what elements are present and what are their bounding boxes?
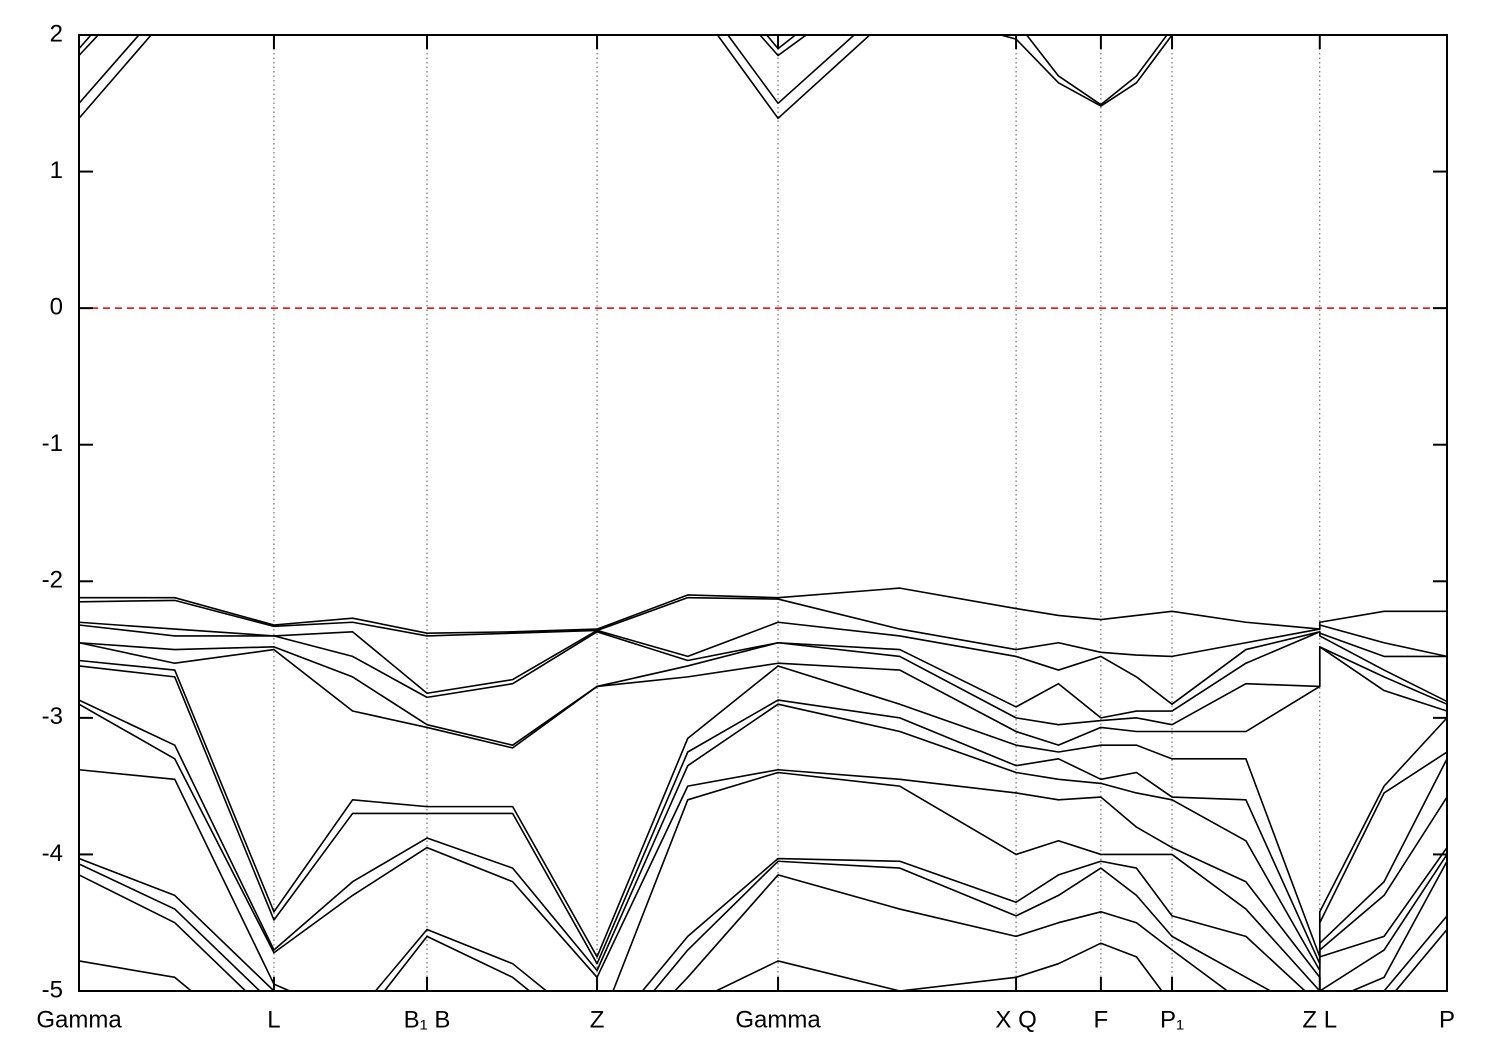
data-layer (79, 35, 1447, 991)
band-line (79, 641, 1447, 749)
x-tick-label: P (1439, 1006, 1455, 1033)
axis-layer: 2 1 0 -1 -2 -3 -4 -5 Gamma L B₁ B Z Gamma X Q F P₁ Z L P (36, 20, 1455, 1033)
y-tick-label: -5 (42, 976, 63, 1003)
band-line (79, 641, 1447, 746)
band-line (79, 874, 1447, 991)
y-tick-label: 0 (50, 293, 63, 320)
x-tick-label: F (1094, 1006, 1109, 1033)
x-tick-label: Z L (1302, 1006, 1337, 1033)
y-tick-label: -4 (42, 840, 63, 867)
y-tick-label: -1 (42, 430, 63, 457)
y-tick-label: -2 (42, 567, 63, 594)
y-tick-label: 1 (50, 157, 63, 184)
x-tick-label: B₁ B (404, 1006, 451, 1033)
band-line (79, 659, 1447, 958)
x-tick-label: P₁ (1160, 1006, 1184, 1033)
plot-frame (78, 34, 1448, 992)
band-line (79, 929, 1447, 991)
band-line (79, 621, 1447, 705)
band-line (79, 853, 1447, 991)
band-line (79, 624, 1447, 719)
band-line (79, 596, 1447, 658)
band-line (79, 699, 1447, 972)
band-line (79, 587, 1447, 634)
x-tick-label: Z (590, 1006, 605, 1033)
x-tick-label: Gamma (36, 1006, 122, 1033)
band-line (79, 703, 1447, 979)
band-line (79, 768, 1447, 991)
x-tick-label: L (267, 1006, 280, 1033)
y-tick-label: 2 (50, 20, 63, 47)
band-line (79, 860, 1447, 991)
x-tick-label: X Q (995, 1006, 1036, 1033)
x-tick-label: Gamma (735, 1006, 821, 1033)
y-tick-label: -3 (42, 703, 63, 730)
band-line (79, 665, 1447, 965)
